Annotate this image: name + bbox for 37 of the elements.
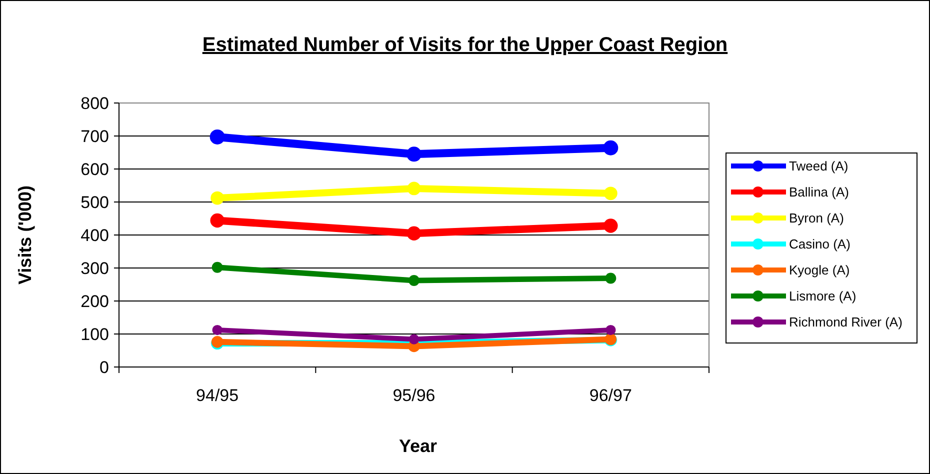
legend-label: Byron (A) <box>789 210 844 226</box>
point <box>212 262 223 273</box>
point <box>603 140 618 156</box>
legend-label: Tweed (A) <box>789 158 848 174</box>
y-tick-label: 600 <box>80 160 109 179</box>
legend-label: Casino (A) <box>789 236 850 252</box>
point <box>210 191 224 205</box>
point <box>604 218 618 233</box>
y-axis-title: Visits ('000) <box>15 185 35 284</box>
y-tick-label: 500 <box>80 192 109 212</box>
point <box>406 146 422 162</box>
legend-label: Richmond River (A) <box>789 314 902 330</box>
point <box>605 272 616 284</box>
y-tick-label: 200 <box>80 292 109 311</box>
y-tick-label: 400 <box>80 226 109 245</box>
x-tick-label: 96/97 <box>589 386 632 405</box>
point <box>408 275 420 286</box>
point <box>210 213 224 228</box>
point <box>407 182 421 196</box>
point <box>210 129 225 144</box>
point <box>406 226 422 240</box>
x-tick-label: 94/95 <box>196 386 239 405</box>
y-tick-label: 300 <box>80 258 109 278</box>
x-tick-label: 95/96 <box>392 386 436 405</box>
point <box>212 324 222 336</box>
point <box>606 324 616 336</box>
legend-label: Kyogle (A) <box>789 262 850 278</box>
y-tick-label: 700 <box>80 126 109 146</box>
point <box>408 334 420 344</box>
x-axis-title: Year <box>398 436 438 456</box>
chart-title: Estimated Number of Visits for the Upper Coast Region <box>202 34 728 56</box>
legend-label: Ballina (A) <box>789 184 849 200</box>
y-tick-label: 100 <box>80 324 109 344</box>
point <box>604 186 618 200</box>
y-tick-label: 800 <box>80 94 109 113</box>
legend-label: Lismore (A) <box>789 288 856 304</box>
y-tick-label: 0 <box>100 358 109 377</box>
